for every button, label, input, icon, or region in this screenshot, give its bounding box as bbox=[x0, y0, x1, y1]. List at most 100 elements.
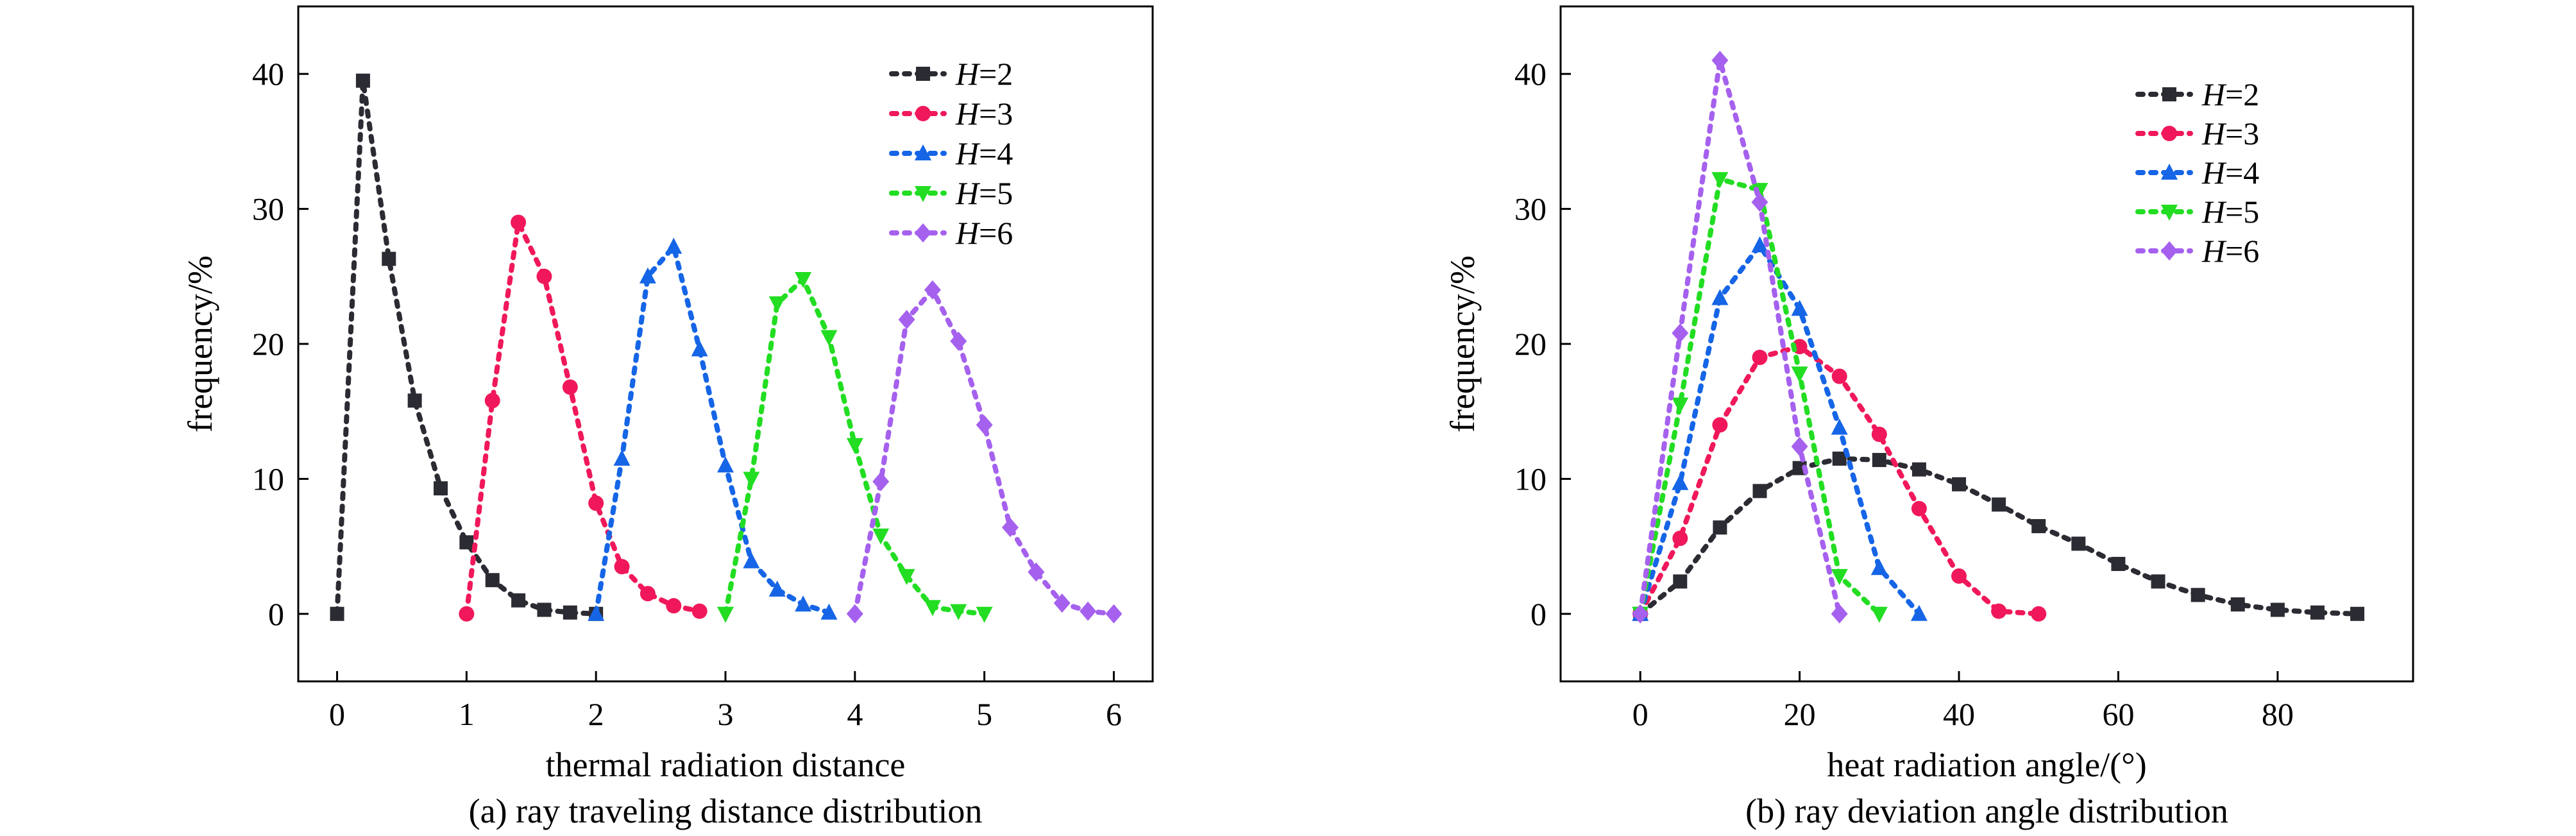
y-tick-label: 10 bbox=[252, 461, 284, 497]
data-point-h3 bbox=[666, 598, 682, 614]
data-point-h2 bbox=[2350, 606, 2365, 621]
data-point-h2 bbox=[2031, 519, 2046, 534]
series-line-h2 bbox=[1638, 456, 2360, 617]
legend-marker bbox=[915, 144, 931, 160]
data-point-h2 bbox=[382, 252, 396, 266]
series-line-h4 bbox=[1638, 243, 1922, 617]
x-tick-label: 3 bbox=[718, 696, 734, 732]
legend: H=2H=3H=4H=5H=6 bbox=[2135, 76, 2259, 269]
x-tick-label: 1 bbox=[459, 696, 475, 732]
data-point-h6 bbox=[1028, 562, 1045, 582]
legend-marker bbox=[2161, 164, 2178, 180]
y-tick-label: 20 bbox=[252, 326, 284, 362]
series-line-h6 bbox=[852, 287, 1117, 617]
x-tick-label: 20 bbox=[1784, 696, 1816, 732]
data-point-h5 bbox=[1831, 568, 1848, 585]
legend-label: H=5 bbox=[2201, 194, 2259, 230]
x-axis-title: thermal radiation distance bbox=[546, 746, 906, 784]
data-point-h2 bbox=[485, 573, 500, 588]
plot-frame bbox=[297, 5, 1154, 683]
data-point-h4 bbox=[1870, 559, 1888, 576]
data-point-h5 bbox=[872, 528, 890, 545]
data-point-h6 bbox=[1831, 604, 1848, 624]
chart-panel-b: 0 20 40 60 80 0 10 20 30 40 heat radiation angle/(… bbox=[1443, 5, 2414, 830]
data-point-h4 bbox=[1751, 236, 1768, 253]
legend-marker bbox=[915, 106, 931, 121]
series-line-h2 bbox=[334, 78, 599, 617]
data-point-h4 bbox=[768, 580, 786, 597]
data-point-h2 bbox=[1952, 477, 1967, 491]
legend-label: H=6 bbox=[955, 215, 1013, 251]
data-point-h6 bbox=[1711, 51, 1729, 71]
legend-item: H=6 bbox=[889, 215, 1013, 251]
data-point-h4 bbox=[743, 552, 760, 568]
data-point-h3 bbox=[1951, 568, 1967, 584]
legend-item: H=3 bbox=[889, 96, 1013, 132]
data-point-h2 bbox=[2071, 536, 2086, 551]
data-point-h4 bbox=[639, 267, 656, 284]
x-tick-label: 0 bbox=[329, 696, 345, 732]
legend-label: H=3 bbox=[2201, 115, 2259, 151]
legend-item: H=6 bbox=[2135, 233, 2259, 269]
data-point-h3 bbox=[1831, 368, 1847, 384]
y-axis-title: frequency/% bbox=[1443, 255, 1482, 432]
data-point-h3 bbox=[614, 559, 630, 575]
data-point-h3 bbox=[536, 268, 552, 284]
data-point-h6 bbox=[924, 280, 941, 300]
data-point-h2 bbox=[511, 593, 526, 608]
data-point-h4 bbox=[795, 595, 812, 612]
y-tick-label: 30 bbox=[1514, 191, 1546, 227]
data-point-h2 bbox=[2230, 597, 2245, 612]
data-point-h4 bbox=[1791, 300, 1808, 316]
data-point-h2 bbox=[1911, 462, 1926, 477]
data-point-h3 bbox=[1911, 500, 1927, 516]
series-h6 bbox=[846, 280, 1123, 624]
legend-item: H=5 bbox=[889, 175, 1013, 211]
data-point-h6 bbox=[846, 604, 863, 624]
legend-item: H=5 bbox=[2135, 194, 2259, 230]
data-point-h5 bbox=[898, 568, 915, 585]
legend-label: H=4 bbox=[2201, 155, 2259, 191]
data-point-h2 bbox=[1872, 452, 1886, 467]
y-tick-label: 40 bbox=[252, 56, 284, 92]
data-point-h5 bbox=[768, 296, 786, 312]
data-point-h6 bbox=[1751, 192, 1768, 212]
data-point-h2 bbox=[1752, 484, 1767, 499]
data-point-h5 bbox=[743, 472, 760, 488]
data-point-h2 bbox=[2151, 574, 2165, 589]
data-point-h4 bbox=[588, 604, 605, 621]
series-line-h3 bbox=[464, 219, 702, 617]
data-point-h2 bbox=[459, 535, 474, 550]
data-point-h2 bbox=[2111, 556, 2126, 571]
y-tick-label: 30 bbox=[252, 191, 284, 227]
series-h4 bbox=[588, 237, 838, 621]
data-point-h2 bbox=[330, 606, 344, 621]
data-point-h3 bbox=[691, 603, 708, 619]
data-point-h2 bbox=[537, 602, 552, 617]
legend-marker bbox=[2162, 126, 2177, 141]
x-tick-label: 0 bbox=[1632, 696, 1648, 732]
legend: H=2 H=3H=4 H=5 H=6 bbox=[889, 56, 1013, 251]
data-point-h5 bbox=[846, 438, 863, 454]
data-point-h6 bbox=[1632, 604, 1649, 624]
data-point-h5 bbox=[1791, 366, 1808, 383]
legend-label: H=2 bbox=[955, 56, 1013, 92]
series-line-h6 bbox=[1638, 58, 1842, 617]
data-point-h6 bbox=[1002, 518, 1019, 538]
series-h5 bbox=[717, 272, 993, 623]
data-point-h6 bbox=[1053, 593, 1071, 613]
legend-item: H=4 bbox=[889, 135, 1013, 171]
data-point-h3 bbox=[640, 586, 656, 602]
chart-panel-a: 0 1 2 3 4 5 6 0 10 20 30 40 thermal radiation distan… bbox=[181, 5, 1154, 830]
legend-label: H=5 bbox=[955, 175, 1013, 211]
legend-item: H=4 bbox=[2135, 155, 2259, 191]
data-point-h4 bbox=[691, 340, 708, 357]
data-point-h3 bbox=[2031, 606, 2047, 622]
data-point-h5 bbox=[950, 604, 967, 620]
x-axis-title: heat radiation angle/(°) bbox=[1827, 746, 2146, 784]
data-point-h4 bbox=[717, 456, 734, 473]
y-tick-label: 0 bbox=[1530, 596, 1546, 632]
data-point-h5 bbox=[924, 600, 941, 617]
series-h3 bbox=[459, 214, 708, 622]
